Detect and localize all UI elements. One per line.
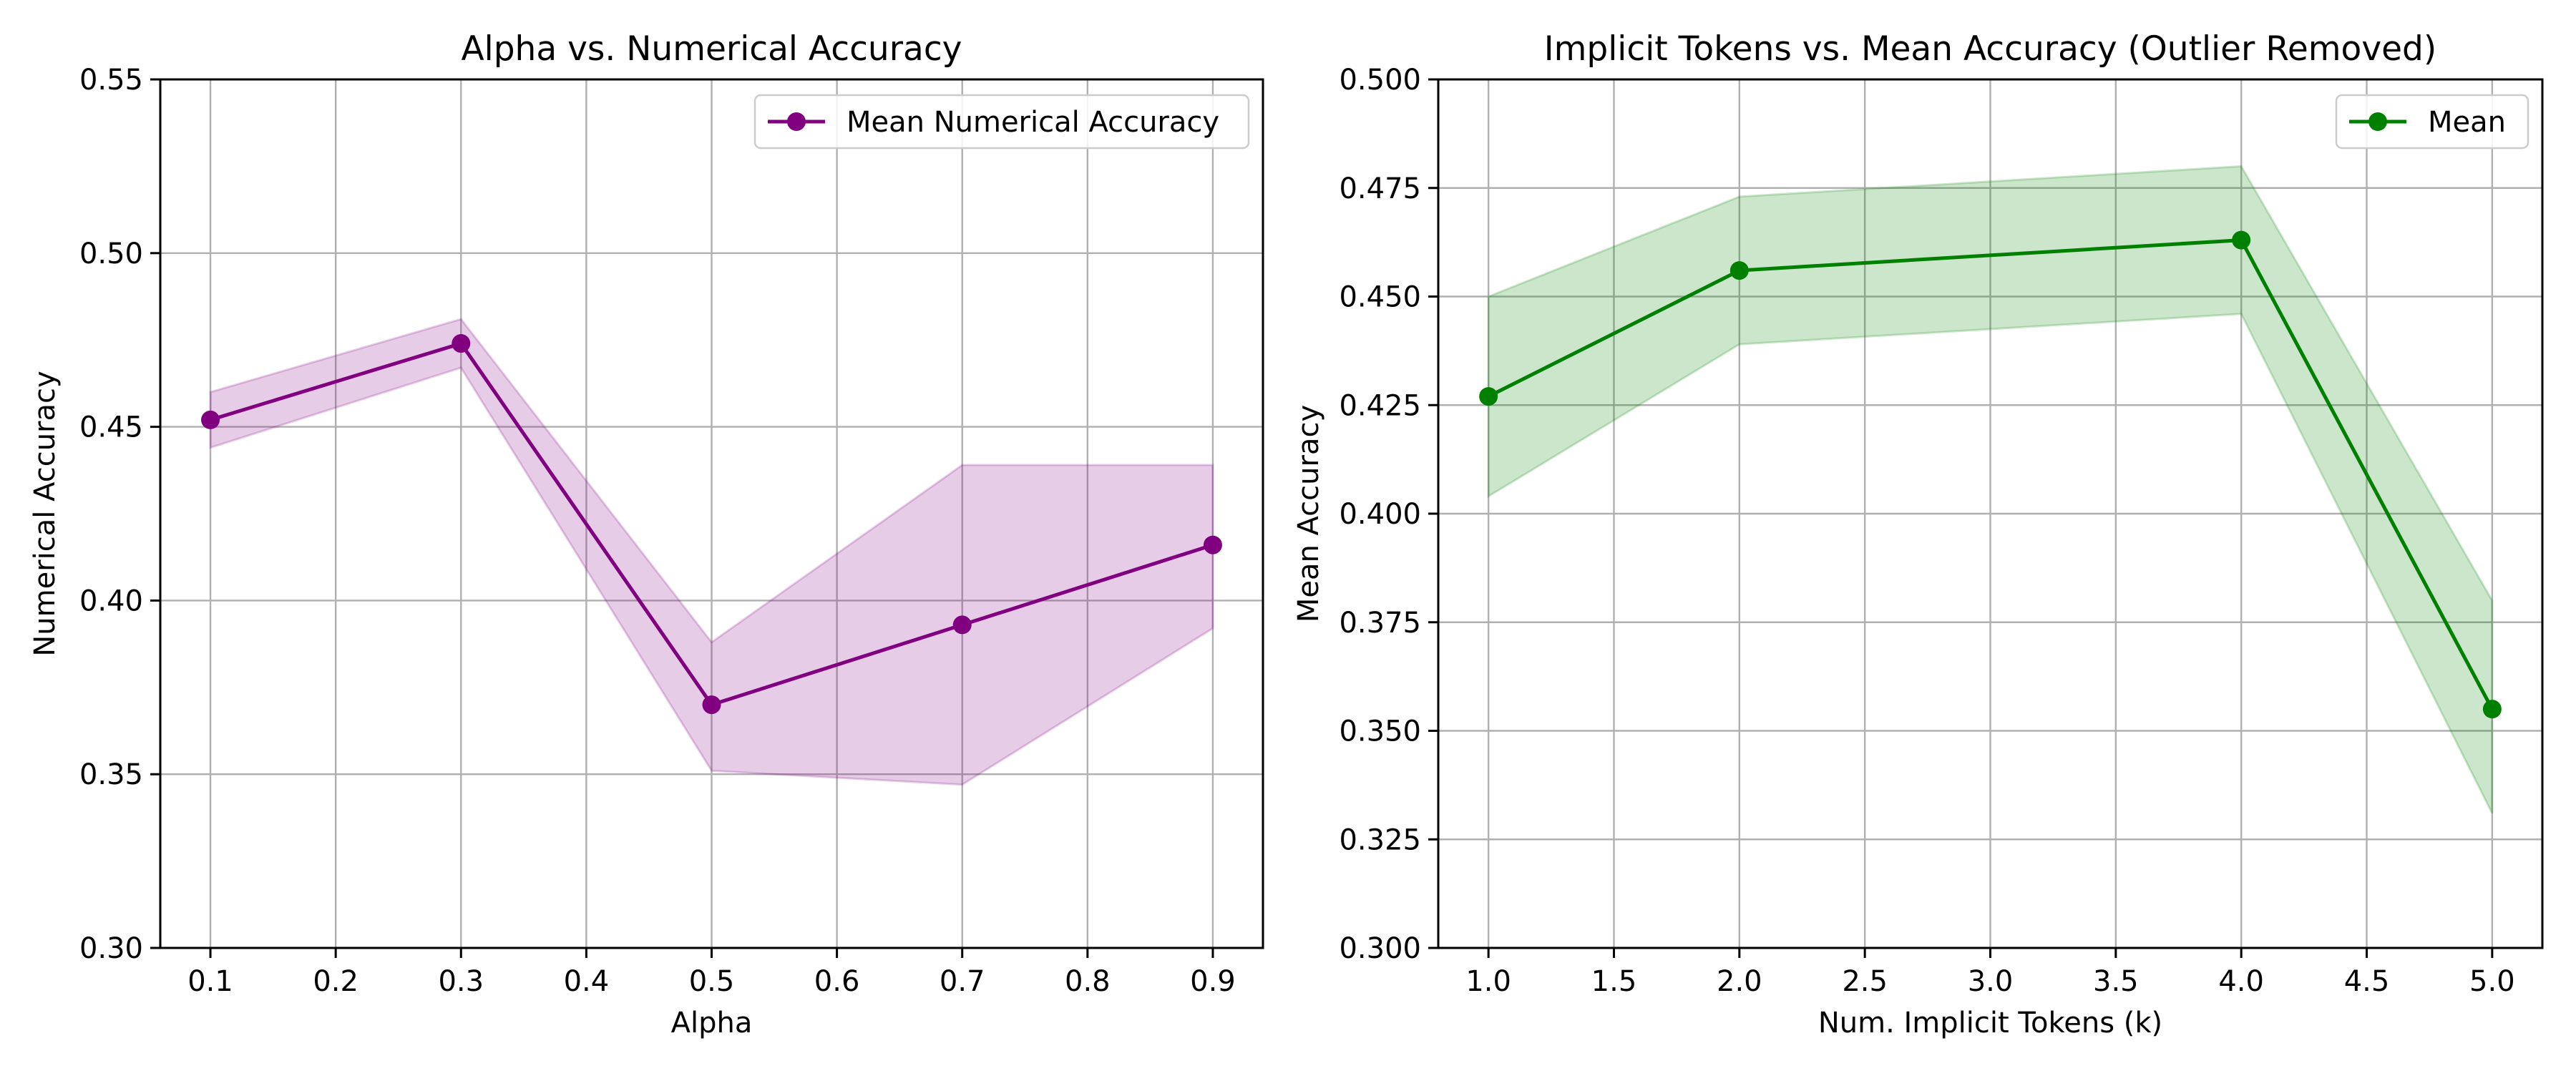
x-tick-label: 1.5	[1591, 965, 1637, 998]
data-point	[201, 410, 220, 429]
y-tick-label: 0.425	[1339, 389, 1421, 422]
x-tick-label: 0.7	[940, 965, 985, 998]
x-tick-label: 5.0	[2469, 965, 2515, 998]
confidence-band	[1487, 165, 2494, 814]
chart-title: Implicit Tokens vs. Mean Accuracy (Outli…	[1544, 29, 2436, 69]
data-point	[452, 334, 471, 353]
legend-marker	[787, 112, 806, 131]
x-axis-label: Alpha	[671, 1007, 753, 1040]
y-tick-label: 0.375	[1339, 607, 1421, 640]
data-point	[2232, 230, 2251, 250]
y-tick-label: 0.300	[1339, 932, 1421, 965]
y-tick-label: 0.35	[79, 758, 143, 791]
x-axis-label: Num. Implicit Tokens (k)	[1818, 1007, 2162, 1040]
data-point	[2482, 700, 2502, 719]
chart-panel-2: 1.0 1.5 2.0 2.5 3.0 3.5 4.0 4.5 5.0 0.300 0.325 0.3…	[1292, 29, 2544, 1040]
confidence-band	[209, 318, 1214, 786]
y-tick-label: 0.50	[79, 238, 143, 270]
y-tick-label: 0.325	[1339, 823, 1421, 856]
legend-marker	[2368, 112, 2387, 131]
data-point	[1729, 261, 1749, 280]
x-tick-label: 4.0	[2218, 965, 2264, 998]
y-tick-label: 0.400	[1339, 498, 1421, 531]
legend-box	[753, 94, 1250, 150]
data-point	[1479, 387, 1498, 406]
legend: Mean Numerical Accuracy	[753, 94, 1250, 150]
series-line	[1488, 238, 2494, 710]
x-tick-label: 0.4	[564, 965, 610, 998]
chart-title: Alpha vs. Numerical Accuracy	[462, 29, 962, 69]
chart-panel-1: 0.1 0.2 0.3 0.4 0.5 0.6 0.7 0.8 0.9 0.30 0.35 0.40 0…	[29, 29, 1264, 1040]
y-tick-label: 0.55	[79, 64, 143, 97]
x-tick-label: 0.5	[689, 965, 735, 998]
legend: Mean	[2335, 94, 2529, 150]
legend-label: Mean Numerical Accuracy	[847, 106, 1219, 139]
data-point	[702, 695, 721, 715]
x-tick-label: 0.2	[313, 965, 358, 998]
y-tick-label: 0.40	[79, 585, 143, 617]
y-axis-label: Numerical Accuracy	[29, 371, 62, 656]
data-point	[952, 615, 972, 635]
x-tick-label: 2.0	[1717, 965, 1762, 998]
x-tick-label: 0.3	[438, 965, 484, 998]
legend-label: Mean	[2428, 106, 2506, 139]
x-tick-label: 4.5	[2344, 965, 2390, 998]
y-tick-label: 0.350	[1339, 715, 1421, 748]
y-tick-label: 0.450	[1339, 281, 1421, 314]
x-tick-label: 0.6	[814, 965, 860, 998]
y-tick-label: 0.45	[79, 411, 143, 444]
x-tick-label: 1.0	[1465, 965, 1511, 998]
y-tick-label: 0.500	[1339, 64, 1421, 97]
x-tick-label: 0.9	[1190, 965, 1236, 998]
x-tick-label: 2.5	[1842, 965, 1888, 998]
x-tick-label: 0.1	[187, 965, 233, 998]
y-tick-label: 0.30	[79, 932, 143, 965]
x-tick-label: 0.8	[1065, 965, 1111, 998]
x-tick-label: 3.5	[2093, 965, 2139, 998]
y-tick-label: 0.475	[1339, 172, 1421, 205]
data-point	[1203, 535, 1222, 554]
legend-box	[2335, 94, 2529, 150]
y-axis-label: Mean Accuracy	[1292, 405, 1325, 622]
x-tick-label: 3.0	[1968, 965, 2014, 998]
